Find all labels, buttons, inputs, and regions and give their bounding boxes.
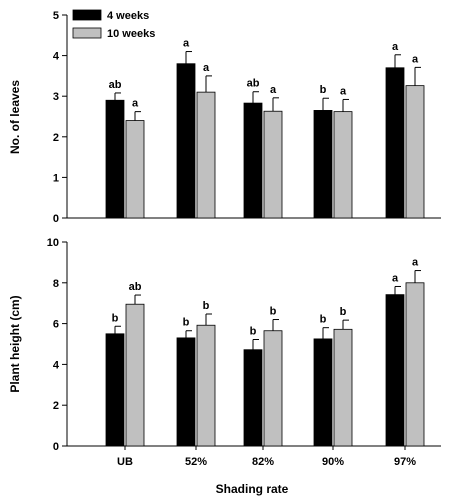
y-tick-label: 4: [53, 359, 60, 371]
y-axis-title: Plant height (cm): [8, 295, 22, 392]
y-tick-label: 0: [53, 441, 59, 453]
significance-label: a: [412, 53, 419, 65]
y-tick-label: 8: [53, 278, 59, 290]
bar: [176, 63, 196, 219]
significance-label: b: [112, 312, 119, 324]
significance-label: b: [340, 306, 347, 318]
y-tick-label: 5: [53, 10, 59, 22]
x-tick-label: UB: [117, 456, 133, 468]
bar: [313, 338, 333, 447]
bar: [243, 349, 263, 447]
bar: [196, 324, 216, 447]
y-tick-label: 0: [53, 213, 59, 225]
y-tick-label: 4: [53, 51, 60, 63]
significance-label: ab: [129, 281, 142, 293]
significance-label: a: [392, 41, 399, 53]
legend-label: 4 weeks: [107, 10, 149, 22]
y-tick-label: 1: [53, 172, 59, 184]
significance-label: a: [412, 257, 419, 269]
significance-label: b: [250, 326, 257, 338]
bar: [333, 111, 353, 219]
significance-label: a: [203, 62, 210, 74]
significance-label: ab: [247, 78, 260, 90]
significance-label: a: [392, 272, 399, 284]
bar: [196, 91, 216, 219]
bar: [263, 330, 283, 447]
significance-label: b: [320, 314, 327, 326]
significance-label: a: [340, 85, 347, 97]
bar: [125, 303, 145, 447]
x-tick-label: 90%: [322, 456, 344, 468]
bar: [405, 282, 425, 447]
significance-label: a: [132, 98, 139, 110]
y-tick-label: 3: [53, 91, 59, 103]
y-tick-label: 10: [47, 237, 59, 249]
legend-label: 10 weeks: [107, 28, 155, 40]
bar: [105, 99, 125, 219]
bar: [385, 67, 405, 219]
height-panel: 0 2 4 6 8 10 Plant height (cm) b b b b a ab b b b a UB 52%…: [8, 237, 441, 468]
bar: [385, 294, 405, 447]
x-tick-label: 97%: [394, 456, 416, 468]
significance-label: b: [270, 306, 277, 318]
bar: [405, 85, 425, 219]
legend: 4 weeks 10 weeks: [72, 9, 155, 40]
significance-label: a: [183, 38, 190, 50]
bar: [263, 110, 283, 219]
bar: [176, 337, 196, 447]
significance-label: ab: [109, 79, 122, 91]
significance-label: b: [203, 300, 210, 312]
y-tick-label: 2: [53, 132, 59, 144]
bar: [333, 328, 353, 447]
significance-label: b: [320, 84, 327, 96]
y-axis-title: No. of leaves: [8, 80, 22, 154]
significance-label: a: [270, 84, 277, 96]
x-tick-label: 52%: [185, 456, 207, 468]
y-tick-label: 6: [53, 319, 59, 331]
bar: [243, 102, 263, 219]
bar: [125, 120, 145, 219]
y-tick-label: 2: [53, 400, 59, 412]
x-axis-title: Shading rate: [216, 482, 289, 496]
significance-label: b: [183, 317, 190, 329]
legend-swatch: [72, 9, 102, 21]
legend-swatch: [72, 27, 102, 39]
bar: [105, 333, 125, 447]
bar: [313, 110, 333, 219]
x-tick-label: 82%: [252, 456, 274, 468]
